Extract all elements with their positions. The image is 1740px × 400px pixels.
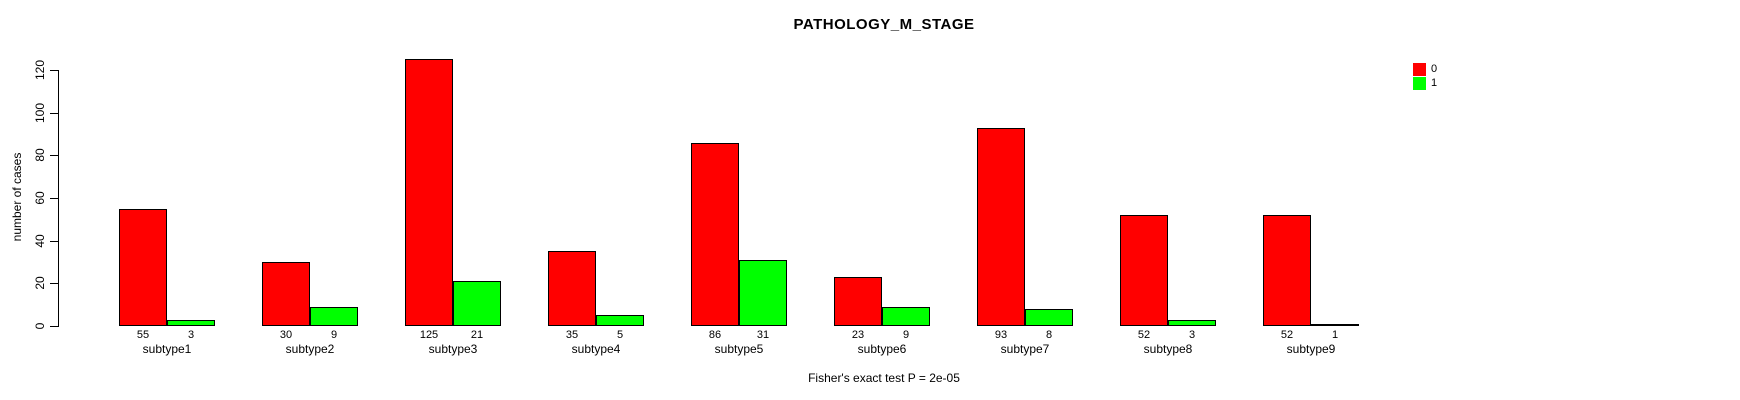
- y-tick-label: 20: [33, 276, 47, 291]
- bar-1-subtype6: [882, 307, 930, 326]
- legend-entry-0: 0: [1413, 63, 1437, 76]
- bar-0-subtype6: [834, 277, 882, 326]
- legend-swatch-icon: [1413, 63, 1426, 76]
- y-tick: [50, 112, 58, 114]
- category-label-subtype2: subtype2: [285, 342, 335, 356]
- bar-0-subtype2: [262, 262, 310, 326]
- y-tick: [50, 283, 58, 285]
- category-label-subtype1: subtype1: [142, 342, 192, 356]
- legend-label: 0: [1431, 63, 1438, 75]
- category-label-subtype9: subtype9: [1286, 342, 1336, 356]
- bar-0-subtype8: [1120, 215, 1168, 326]
- y-tick-label: 0: [33, 322, 47, 330]
- y-tick: [50, 155, 58, 157]
- bar-0-subtype4: [548, 251, 596, 326]
- bar-1-subtype8: [1168, 320, 1216, 326]
- legend-label: 1: [1431, 77, 1438, 89]
- bar-value-label: 9: [902, 329, 910, 341]
- bar-1-subtype3: [453, 281, 501, 326]
- caption-fisher-test: Fisher's exact test P = 2e-05: [808, 371, 960, 385]
- bar-0-subtype7: [977, 128, 1025, 326]
- legend-swatch-icon: [1413, 77, 1426, 90]
- bar-value-label: 35: [565, 329, 579, 341]
- y-tick: [50, 240, 58, 242]
- y-axis-label: number of cases: [10, 152, 24, 242]
- bar-1-subtype7: [1025, 309, 1073, 326]
- bar-0-subtype1: [119, 209, 167, 326]
- category-label-subtype7: subtype7: [1000, 342, 1050, 356]
- bar-1-subtype1: [167, 320, 215, 326]
- category-label-subtype8: subtype8: [1143, 342, 1193, 356]
- bar-1-subtype5: [739, 260, 787, 326]
- bar-value-label: 86: [708, 329, 722, 341]
- y-tick-label: 100: [33, 102, 47, 123]
- y-tick-label: 120: [33, 59, 47, 81]
- chart-title: PATHOLOGY_M_STAGE: [793, 16, 975, 33]
- y-tick-label: 40: [33, 233, 47, 248]
- bar-value-label: 3: [1188, 329, 1196, 341]
- category-label-subtype3: subtype3: [428, 342, 478, 356]
- bar-value-label: 125: [419, 329, 439, 341]
- bar-1-subtype2: [310, 307, 358, 326]
- bar-value-label: 93: [994, 329, 1008, 341]
- bar-value-label: 23: [851, 329, 865, 341]
- bar-value-label: 5: [616, 329, 624, 341]
- y-tick-label: 60: [33, 191, 47, 205]
- y-tick: [50, 198, 58, 199]
- bar-value-label: 30: [279, 329, 293, 341]
- bar-0-subtype5: [691, 143, 739, 326]
- bar-value-label: 52: [1280, 329, 1294, 341]
- bar-value-label: 9: [330, 329, 338, 341]
- bar-0-subtype3: [405, 59, 453, 326]
- bar-1-subtype9: [1311, 324, 1359, 326]
- bar-1-subtype4: [596, 315, 644, 326]
- y-tick: [50, 326, 58, 327]
- bar-0-subtype9: [1263, 215, 1311, 326]
- bar-value-label: 55: [136, 329, 150, 341]
- legend-entry-1: 1: [1413, 77, 1437, 90]
- bar-value-label: 21: [470, 329, 484, 341]
- bar-value-label: 31: [756, 329, 770, 341]
- bar-value-label: 3: [187, 329, 195, 341]
- category-label-subtype4: subtype4: [571, 342, 621, 356]
- y-tick: [50, 70, 58, 71]
- y-tick-label: 80: [33, 148, 47, 163]
- y-axis-line: [58, 70, 59, 327]
- category-label-subtype5: subtype5: [714, 342, 764, 356]
- bar-value-label: 1: [1331, 329, 1339, 341]
- bar-value-label: 8: [1045, 329, 1053, 341]
- bar-value-label: 52: [1137, 329, 1151, 341]
- category-label-subtype6: subtype6: [857, 342, 907, 356]
